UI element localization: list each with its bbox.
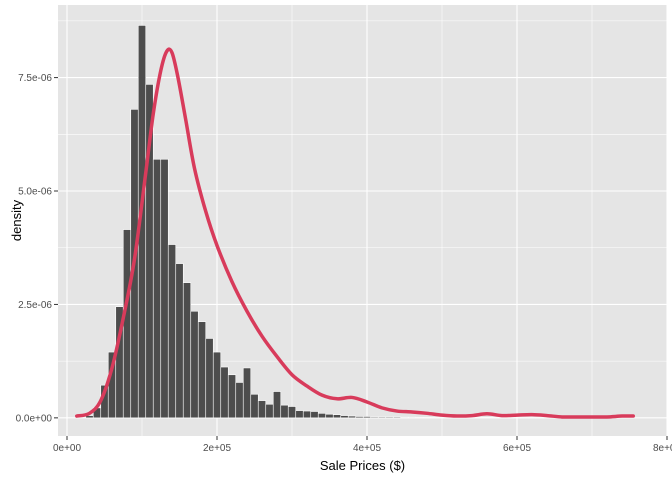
histogram-bar [325, 413, 334, 419]
histogram-bar [265, 403, 274, 419]
histogram-bar [160, 158, 169, 419]
histogram-bar [377, 416, 387, 419]
histogram-bar [122, 229, 132, 419]
histogram-bar [347, 415, 357, 419]
y-tick-label: 0.0e+00 [16, 413, 53, 424]
y-tick-label: 7.5e-06 [18, 73, 52, 84]
histogram-bar [362, 416, 372, 419]
histogram-bar [167, 244, 177, 419]
histogram-bar [220, 366, 229, 419]
histogram-bar [212, 351, 222, 419]
histogram-bar [385, 416, 394, 419]
y-tick-label: 2.5e-06 [18, 300, 52, 311]
histogram-bar [227, 374, 237, 419]
x-tick-label: 6e+05 [503, 443, 532, 454]
histogram-bar [310, 411, 319, 419]
histogram-bar [272, 391, 282, 419]
histogram-bar [242, 367, 252, 419]
histogram-bar [152, 158, 162, 419]
y-axis: 0.0e+00 2.5e-06 5.0e-06 7.5e-06 [16, 73, 58, 424]
histogram-bar [205, 338, 214, 419]
x-tick-label: 4e+05 [353, 443, 382, 454]
histogram-bar [175, 263, 184, 419]
density-curve [75, 47, 635, 419]
histogram-bar [182, 282, 192, 419]
histogram-bar [197, 321, 207, 419]
histogram-bar [302, 410, 312, 419]
histogram-bar [407, 416, 417, 419]
histogram-bar [317, 413, 327, 419]
x-axis: 0e+00 2e+05 4e+05 6e+05 8e+05 [53, 436, 672, 454]
histogram-bar [295, 410, 304, 419]
histogram-bar [332, 414, 342, 419]
histogram-bar [392, 416, 402, 419]
histogram-bar [280, 404, 289, 419]
histogram-bar [257, 400, 267, 419]
histogram-bar [355, 416, 364, 419]
x-axis-title: Sale Prices ($) [320, 458, 405, 473]
y-tick-label: 5.0e-06 [18, 187, 52, 198]
histogram-bar [250, 393, 259, 419]
histogram-bar [287, 406, 297, 419]
x-tick-label: 0e+00 [53, 443, 82, 454]
histogram-bar [190, 310, 199, 419]
histogram-bar [340, 415, 349, 419]
histogram-bar [370, 416, 379, 419]
histogram-bar [235, 382, 244, 419]
histogram-bar [400, 416, 409, 419]
x-tick-label: 8e+05 [653, 443, 672, 454]
y-axis-title: density [9, 199, 24, 241]
x-tick-label: 2e+05 [203, 443, 232, 454]
